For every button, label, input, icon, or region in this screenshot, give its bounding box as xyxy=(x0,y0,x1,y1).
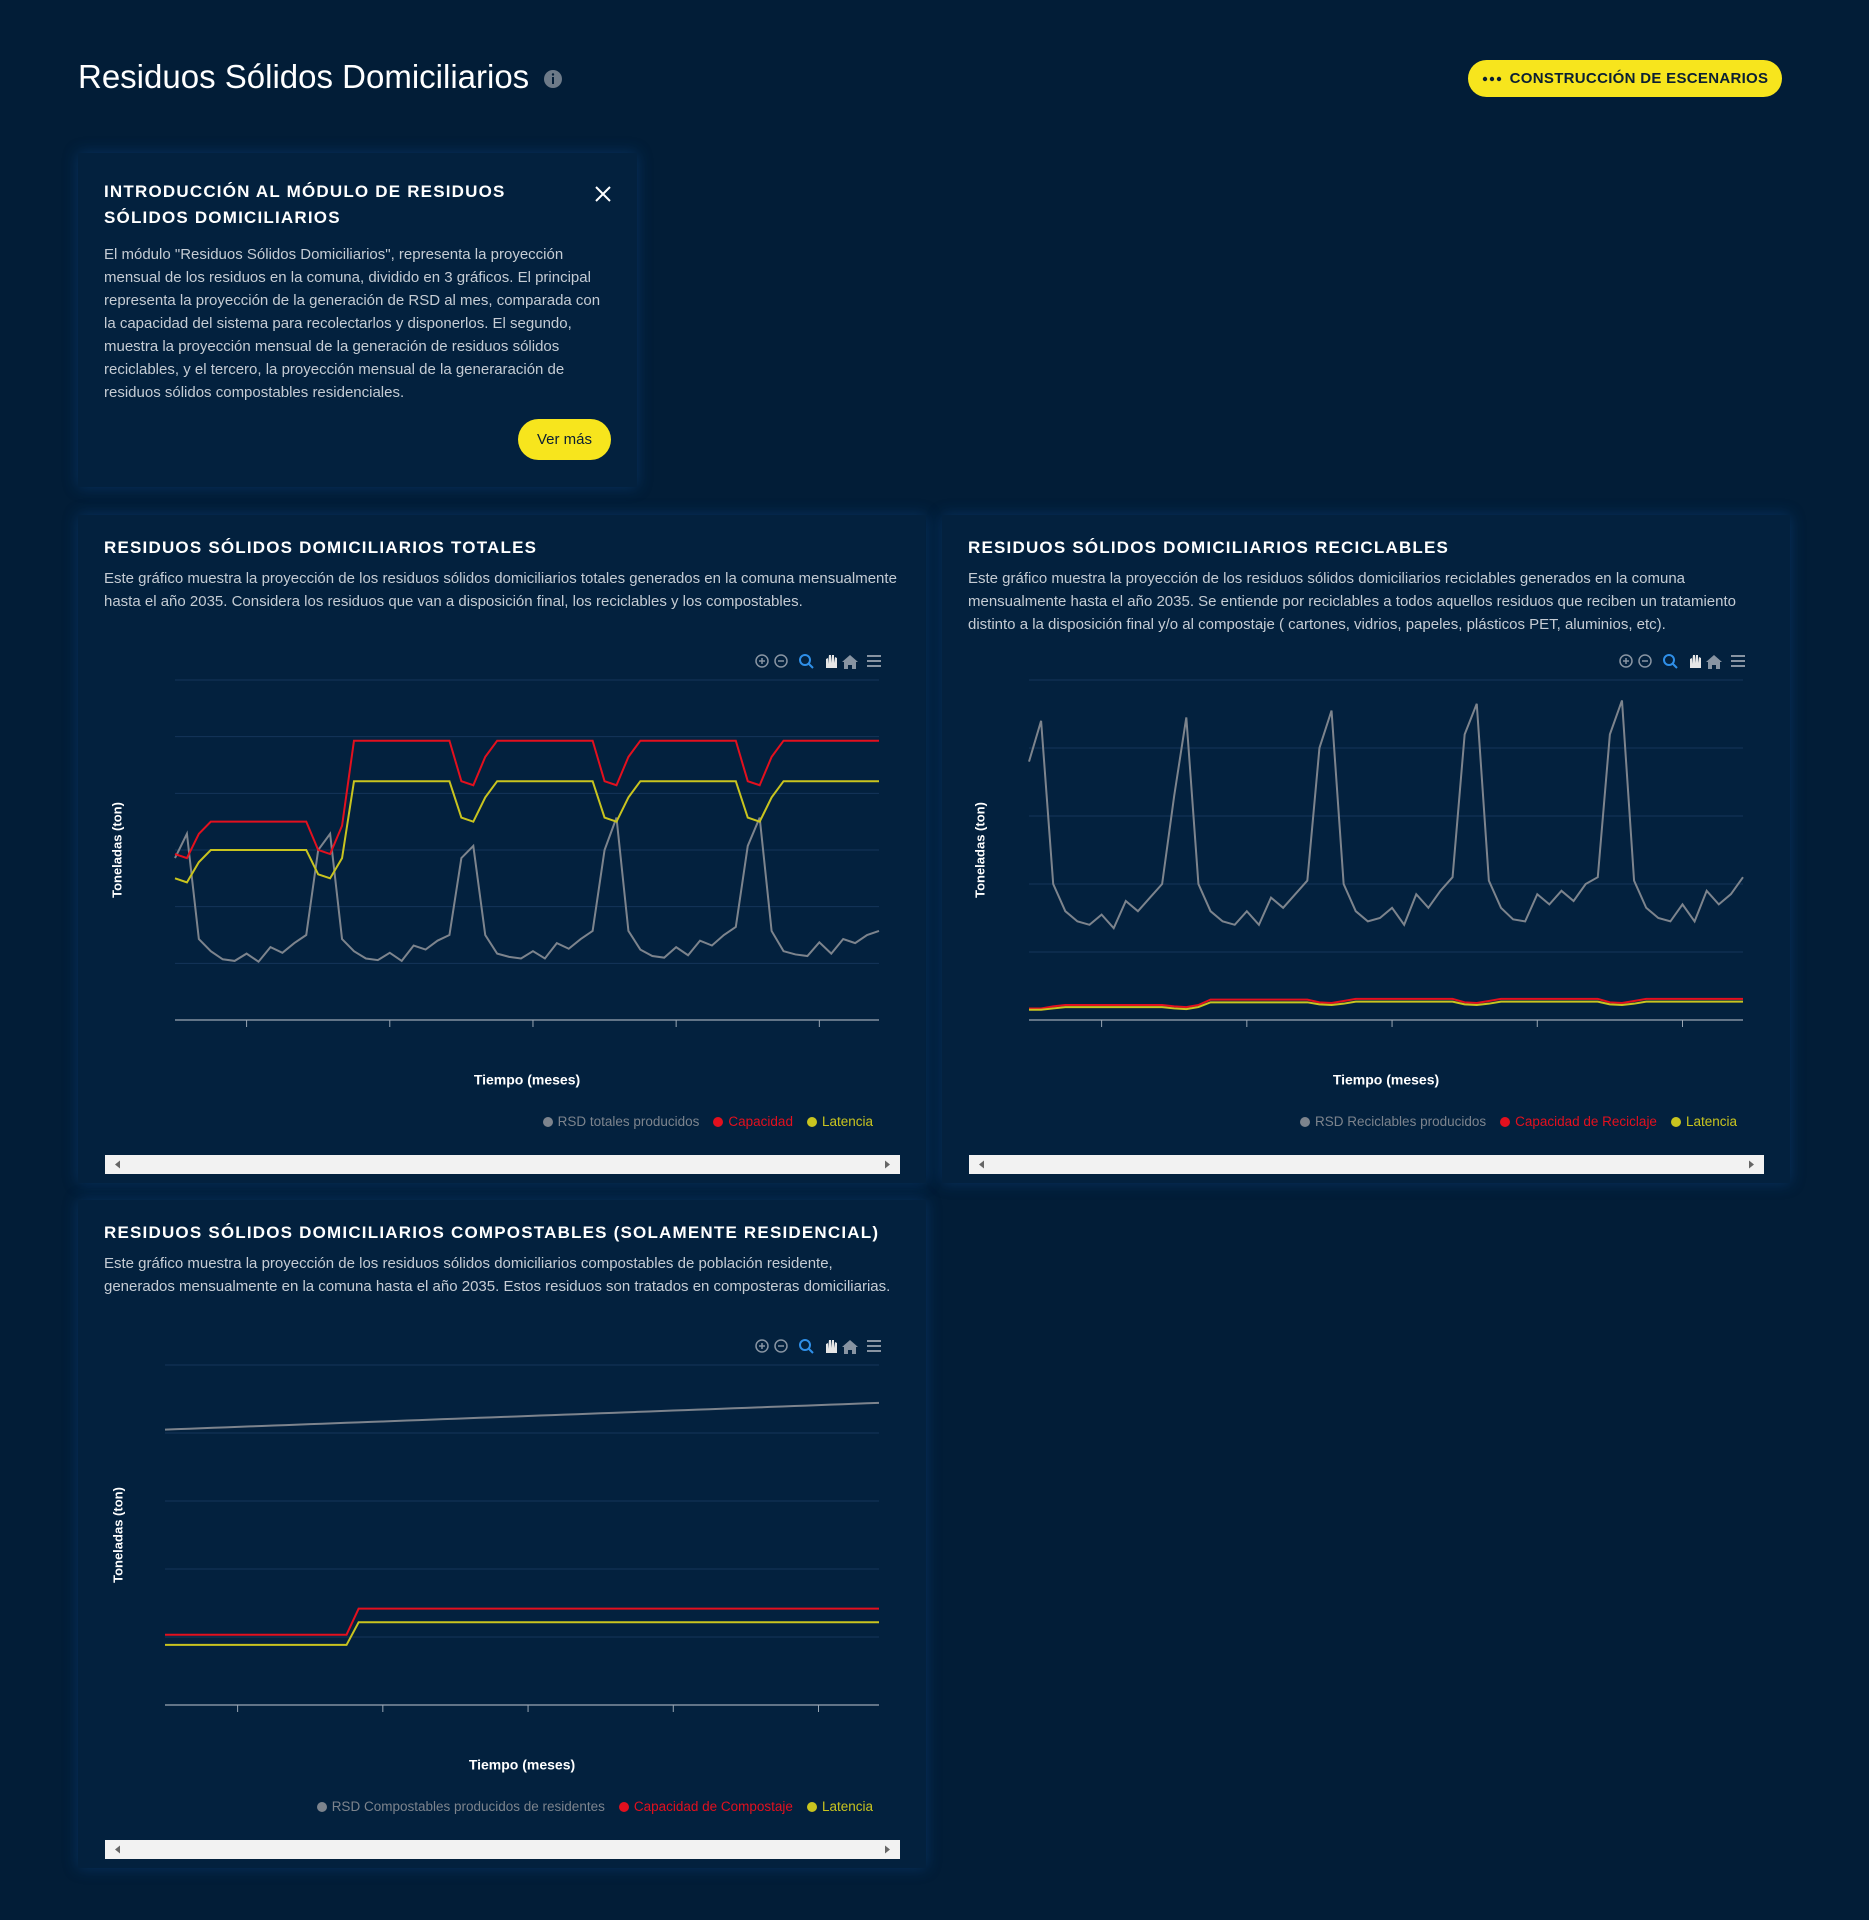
button-label: Ver más xyxy=(536,431,593,448)
legend-item[interactable]: Latencia xyxy=(806,1799,873,1814)
chart-toolbar xyxy=(754,652,886,675)
legend-item[interactable]: RSD Reciclables producidos xyxy=(1300,1114,1486,1129)
toolbar-icons[interactable] xyxy=(754,652,886,670)
chart: 060120180240300Julio 2021Julio 2022Julio… xyxy=(110,1364,880,1773)
toolbar-icons[interactable] xyxy=(1618,652,1750,670)
legend-dot xyxy=(618,1801,629,1812)
legend-dot xyxy=(1670,1116,1681,1127)
legend-item[interactable]: Capacidad de Reciclaje xyxy=(1500,1114,1657,1129)
legend: RSD Compostables producidos de residente… xyxy=(316,1799,873,1814)
legend-label: Capacidad xyxy=(728,1114,793,1129)
x-axis-title: Tiempo (meses) xyxy=(469,1757,575,1773)
legend-label: RSD Reciclables producidos xyxy=(1315,1114,1487,1129)
legend-item[interactable]: RSD Compostables producidos de residente… xyxy=(316,1799,605,1814)
x-axis-title: Tiempo (meses) xyxy=(474,1072,580,1088)
legend-dot xyxy=(806,1801,817,1812)
legend-label: Capacidad de Compostaje xyxy=(633,1799,793,1814)
button-label: CONSTRUCCIÓN DE ESCENARIOS xyxy=(1509,70,1769,87)
page-title: Residuos Sólidos Domiciliarios xyxy=(78,58,530,95)
series-line xyxy=(174,817,880,964)
chart: 0100200300400500Julio 2021Julio 2022Juli… xyxy=(972,679,1744,1088)
legend-item[interactable]: Capacidad de Compostaje xyxy=(618,1799,793,1814)
legend: RSD totales producidos Capacidad Latencia xyxy=(542,1114,873,1129)
scroll-arrows[interactable] xyxy=(969,1155,1764,1174)
chart-card: 07001.4002.1002.8003.5004.200Julio 2021J… xyxy=(78,515,926,1183)
legend-item[interactable]: Capacidad xyxy=(713,1114,793,1129)
dots-icon xyxy=(1482,76,1501,81)
scrollbar[interactable] xyxy=(105,1840,900,1859)
scrollbar[interactable] xyxy=(969,1155,1764,1174)
legend-dot xyxy=(1300,1116,1311,1127)
chart-description: Este gráfico muestra la proyección de lo… xyxy=(968,570,1736,633)
legend-dot xyxy=(713,1116,724,1127)
chart-title: RESIDUOS SÓLIDOS DOMICILIARIOS RECICLABL… xyxy=(968,538,1450,557)
toolbar-icons[interactable] xyxy=(754,1337,886,1355)
legend-dot xyxy=(806,1116,817,1127)
intro-card: INTRODUCCIÓN AL MÓDULO DE RESIDUOS SÓLID… xyxy=(78,153,637,487)
more-button[interactable]: Ver más xyxy=(518,419,611,460)
legend-dot xyxy=(542,1116,553,1127)
series-line xyxy=(1029,1000,1743,1011)
chart-title: RESIDUOS SÓLIDOS DOMICILIARIOS COMPOSTAB… xyxy=(104,1223,880,1242)
chart-card: 0100200300400500Julio 2021Julio 2022Juli… xyxy=(942,515,1790,1183)
series-line xyxy=(174,780,879,884)
series-line xyxy=(164,1401,880,1431)
series-line xyxy=(1028,700,1744,931)
close-icon[interactable] xyxy=(594,185,612,203)
legend-label: RSD Compostables producidos de residente… xyxy=(331,1799,605,1814)
legend-item[interactable]: RSD totales producidos xyxy=(542,1114,700,1129)
legend-label: Capacidad de Reciclaje xyxy=(1515,1114,1657,1129)
y-axis-title: Toneladas (ton) xyxy=(110,1487,125,1583)
intro-title: INTRODUCCIÓN AL MÓDULO DE RESIDUOS SÓLID… xyxy=(104,182,506,227)
legend-label: Latencia xyxy=(1685,1114,1737,1129)
y-axis-title: Toneladas (ton) xyxy=(972,802,987,898)
legend-dot xyxy=(1500,1116,1511,1127)
chart-toolbar xyxy=(754,1337,886,1360)
legend: RSD Reciclables producidos Capacidad de R… xyxy=(1300,1114,1737,1129)
scenario-button[interactable]: CONSTRUCCIÓN DE ESCENARIOS xyxy=(1468,60,1782,97)
legend-item[interactable]: Latencia xyxy=(806,1114,873,1129)
legend-label: Latencia xyxy=(821,1799,873,1814)
series-line xyxy=(1029,997,1743,1010)
chart-description: Este gráfico muestra la proyección de lo… xyxy=(104,1255,891,1295)
chart-card: 060120180240300Julio 2021Julio 2022Julio… xyxy=(78,1200,926,1868)
series-line xyxy=(174,739,879,860)
chart-description: Este gráfico muestra la proyección de lo… xyxy=(104,570,897,610)
scroll-arrows[interactable] xyxy=(105,1155,900,1174)
legend-item[interactable]: Latencia xyxy=(1670,1114,1737,1129)
scrollbar[interactable] xyxy=(105,1155,900,1174)
info-icon[interactable] xyxy=(543,69,563,89)
chart-title: RESIDUOS SÓLIDOS DOMICILIARIOS TOTALES xyxy=(104,538,538,557)
legend-label: RSD totales producidos xyxy=(557,1114,700,1129)
chart: 07001.4002.1002.8003.5004.200Julio 2021J… xyxy=(109,679,880,1088)
series-line xyxy=(165,1621,879,1646)
x-axis-title: Tiempo (meses) xyxy=(1333,1072,1439,1088)
legend-dot xyxy=(316,1801,327,1812)
chart-toolbar xyxy=(1618,652,1750,675)
y-axis-title: Toneladas (ton) xyxy=(109,802,124,898)
scroll-arrows[interactable] xyxy=(105,1840,900,1859)
series-line xyxy=(165,1607,879,1636)
intro-body: El módulo "Residuos Sólidos Domiciliario… xyxy=(104,246,601,401)
legend-label: Latencia xyxy=(821,1114,873,1129)
